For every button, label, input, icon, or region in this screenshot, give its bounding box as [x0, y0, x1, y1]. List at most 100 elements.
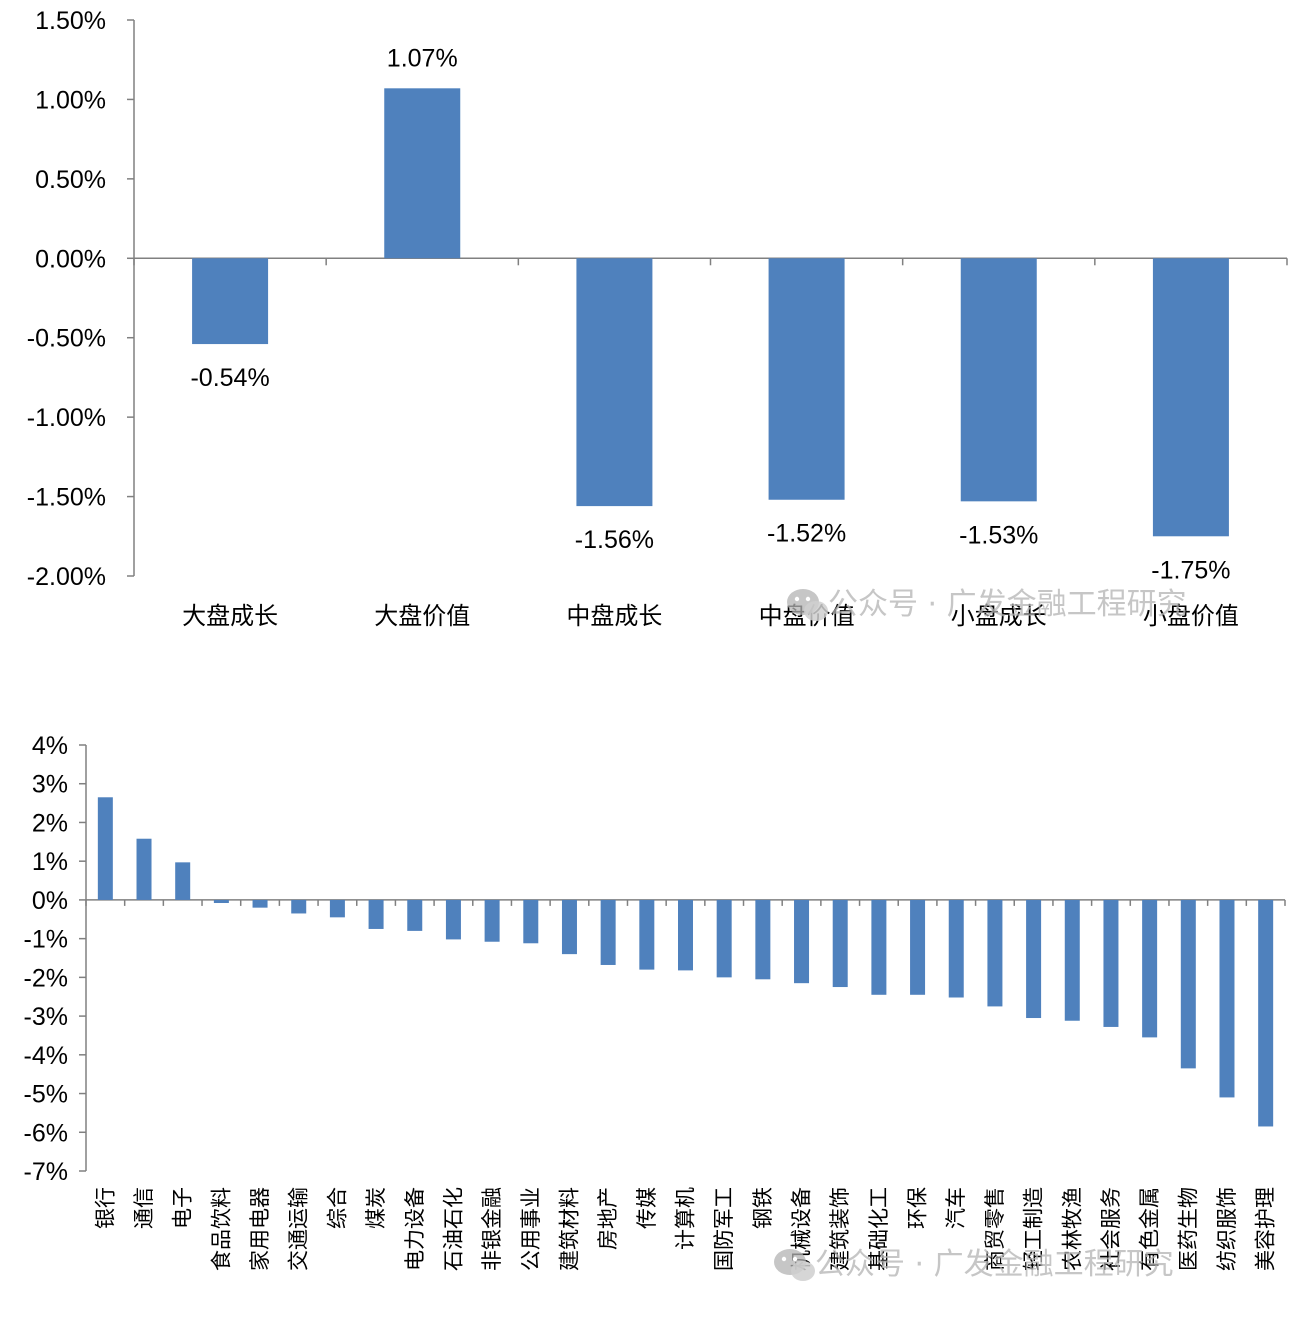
bar: [384, 88, 461, 259]
bar: [368, 899, 384, 929]
x-category-label: 商贸零售: [983, 1187, 1007, 1271]
bar: [1180, 899, 1196, 1069]
x-category-label: 国防军工: [712, 1187, 736, 1271]
y-tick-label: -6%: [24, 1119, 68, 1147]
y-tick-label: 1%: [32, 848, 68, 876]
industry-return-bar-chart: 4% 3% 2% 1% 0% -1% -2% -3% -4% -5% -6% -7% 银行 通信 电子 食品饮…: [24, 732, 1286, 1271]
x-category-label: 传媒: [635, 1187, 659, 1229]
x-category-label: 小盘价值: [1143, 602, 1239, 630]
bar: [192, 258, 269, 345]
bar: [561, 899, 577, 955]
y-tick-label: -2%: [24, 964, 68, 992]
bar: [1219, 899, 1235, 1098]
x-category-label: 小盘成长: [951, 602, 1047, 630]
y-tick-label: 3%: [32, 771, 68, 799]
bar: [175, 862, 191, 900]
data-label: -1.52%: [767, 520, 846, 548]
x-category-label: 社会服务: [1099, 1187, 1123, 1271]
y-tick-label: -0.50%: [27, 325, 106, 353]
y-tick-label: 0.00%: [35, 245, 106, 273]
watermark-text: 公众号 · 广发金融工程研究: [828, 587, 1187, 622]
bar: [213, 899, 229, 904]
y-tick-label: 1.00%: [35, 86, 106, 114]
bar: [678, 899, 693, 971]
bar: [523, 899, 539, 944]
bar: [639, 899, 655, 970]
x-category-label: 非银金融: [480, 1187, 504, 1271]
x-category-label: 建筑材料: [557, 1187, 581, 1271]
y-tick-label: 2%: [32, 809, 68, 837]
x-category-label: 计算机: [674, 1187, 698, 1250]
x-category-label: 环保: [906, 1187, 930, 1229]
watermark-bottom: 公众号 · 广发金融工程研究: [774, 1247, 1174, 1282]
wechat-icon: [774, 1249, 815, 1281]
x-category-label: 汽车: [944, 1187, 968, 1229]
x-category-label: 电子: [171, 1187, 195, 1229]
x-category-label: 建筑装饰: [828, 1187, 852, 1271]
bar: [291, 899, 307, 914]
x-category-label: 银行: [93, 1187, 117, 1229]
bar: [484, 899, 500, 942]
bar: [1064, 899, 1080, 1021]
x-category-label: 轻工制造: [1022, 1187, 1046, 1271]
bar: [97, 797, 113, 900]
y-tick-label: -2.00%: [27, 563, 106, 591]
x-category-label: 通信: [132, 1187, 156, 1229]
bar: [600, 899, 616, 965]
x-category-label: 食品饮料: [209, 1187, 233, 1271]
y-tick-label: 0%: [32, 887, 68, 915]
x-category-label: 交通运输: [287, 1187, 311, 1271]
y-tick-label: -3%: [24, 1003, 68, 1031]
bar: [1026, 899, 1042, 1019]
watermark-top: 公众号 · 广发金融工程研究: [787, 587, 1187, 622]
x-category-label: 医药生物: [1176, 1187, 1200, 1271]
y-tick-label: -1%: [24, 926, 68, 954]
y-tick-label: -5%: [24, 1081, 68, 1109]
y-tick-label: -7%: [24, 1158, 68, 1186]
data-label: -1.56%: [575, 526, 654, 554]
bar: [960, 258, 1037, 502]
y-tick-label: -1.00%: [27, 404, 106, 432]
data-label: -0.54%: [190, 364, 269, 392]
watermark-text: 公众号 · 广发金融工程研究: [815, 1247, 1174, 1282]
bar: [910, 899, 926, 995]
x-category-label: 综合: [325, 1187, 349, 1229]
x-category-label: 大盘价值: [374, 602, 470, 630]
y-tick-label: -1.50%: [27, 484, 106, 512]
bar: [445, 899, 461, 940]
x-category-label: 纺织服饰: [1215, 1187, 1239, 1271]
bar: [1103, 899, 1119, 1027]
x-category-label: 农林牧渔: [1060, 1187, 1084, 1271]
data-label: 1.07%: [387, 44, 458, 72]
x-category-label: 家用电器: [248, 1187, 272, 1271]
bar: [768, 258, 845, 500]
bar: [716, 899, 732, 978]
x-category-label: 煤炭: [364, 1187, 388, 1229]
bar: [407, 899, 423, 931]
wechat-icon: [787, 589, 828, 621]
bar: [871, 899, 887, 995]
bar: [1142, 899, 1158, 1038]
x-category-label: 中盘成长: [566, 602, 662, 630]
data-label: -1.75%: [1151, 556, 1230, 584]
bar: [794, 899, 810, 984]
bar: [755, 899, 771, 980]
y-tick-label: 0.50%: [35, 166, 106, 194]
y-tick-label: -4%: [24, 1042, 68, 1070]
bar: [1152, 258, 1229, 537]
bar: [987, 899, 1003, 1007]
x-category-label: 基础化工: [867, 1187, 891, 1271]
x-category-label: 公用事业: [519, 1187, 543, 1271]
x-category-label: 石油石化: [441, 1187, 465, 1271]
bar: [136, 838, 152, 900]
x-category-label: 房地产: [596, 1187, 620, 1250]
x-category-label: 大盘成长: [182, 602, 278, 630]
y-tick-label: 1.50%: [35, 7, 106, 35]
bar: [329, 899, 345, 918]
style-return-bar-chart: 1.50% 1.00% 0.50% 0.00% -0.50% -1.00% -1.50% -2…: [27, 7, 1288, 630]
bar: [576, 258, 653, 507]
bar: [252, 899, 268, 908]
x-category-label: 有色金属: [1138, 1187, 1162, 1271]
x-category-label: 美容护理: [1254, 1187, 1278, 1271]
